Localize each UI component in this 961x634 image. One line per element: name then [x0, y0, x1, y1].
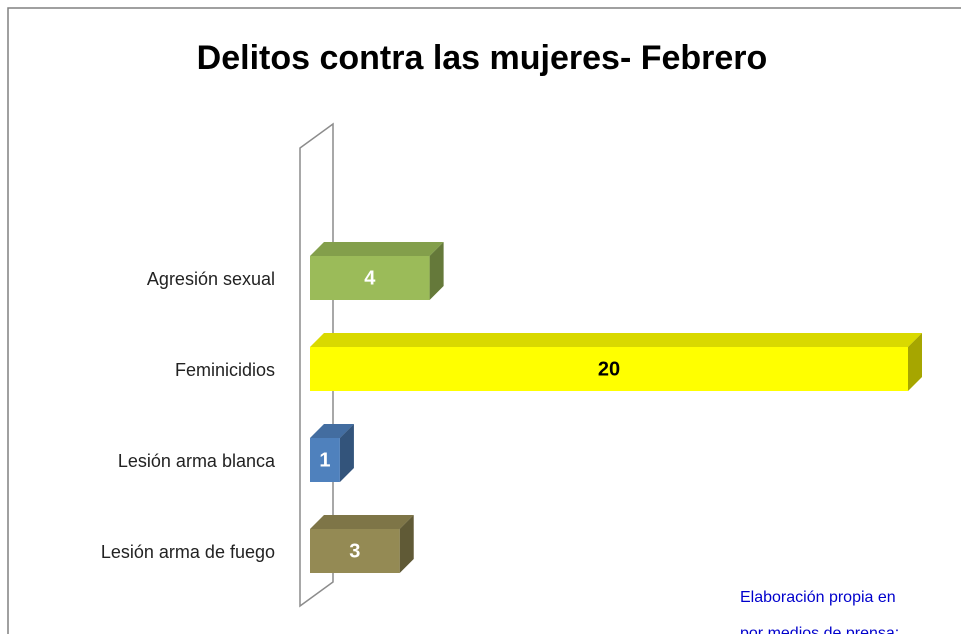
chart-border	[7, 7, 961, 634]
bar-side-shade	[429, 242, 444, 300]
bar-side	[908, 333, 922, 391]
bar-top	[310, 242, 444, 256]
bar-top	[310, 333, 922, 347]
category-label: Feminicidios	[175, 360, 275, 380]
bar	[310, 529, 400, 573]
source-note: Elaboración propia en	[740, 589, 896, 606]
bar-side-shade	[399, 515, 414, 573]
bar-side-shade	[908, 333, 922, 391]
category-label: Lesión arma de fuego	[101, 542, 275, 562]
category-label: Agresión sexual	[147, 269, 275, 289]
bar-top-shade	[310, 242, 444, 256]
bar-side-shade	[339, 424, 354, 482]
bar-top	[310, 515, 414, 529]
bar-top	[310, 424, 354, 438]
chart-title: Delitos contra las mujeres- Febrero	[197, 39, 768, 77]
bar	[310, 438, 340, 482]
bar-side	[339, 424, 354, 482]
value-label: 4	[364, 267, 376, 289]
bar-side	[429, 242, 444, 300]
source-note: por medios de prensa:	[740, 625, 899, 634]
value-label: 20	[598, 358, 620, 380]
bar-top-shade	[310, 424, 354, 438]
bar	[310, 347, 908, 391]
bar-side	[399, 515, 414, 573]
value-label: 1	[319, 449, 330, 471]
bar-top-shade	[310, 333, 922, 347]
category-label: Lesión arma blanca	[118, 451, 276, 471]
value-label: 3	[349, 540, 360, 562]
bar-top-shade	[310, 515, 414, 529]
bar	[310, 256, 430, 300]
